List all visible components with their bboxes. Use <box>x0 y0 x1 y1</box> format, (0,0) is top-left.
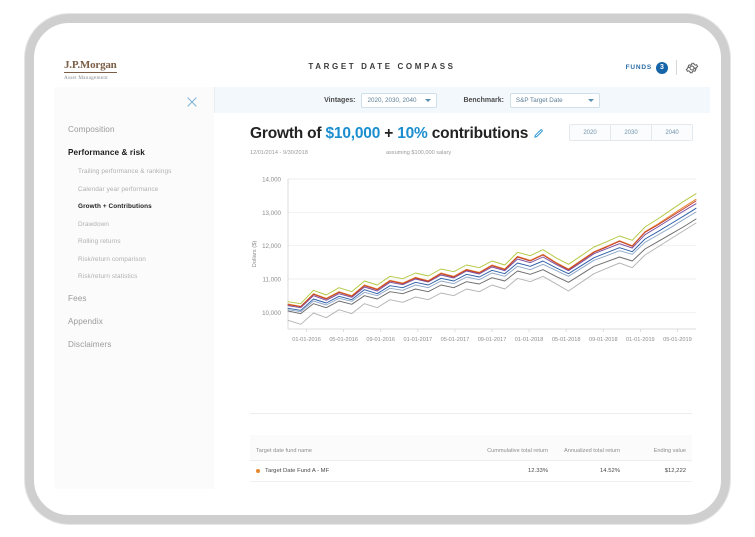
sidebar-subnav: Trailing performance & rankings Calendar… <box>78 168 206 280</box>
logo-tagline: Asset Management <box>64 74 108 81</box>
header-actions: FUNDS 3 <box>626 60 699 75</box>
fund-table: Target date fund name Cummulative total … <box>250 435 692 489</box>
column-header-fund-name: Target date fund name <box>256 448 312 454</box>
vintages-label: Vintages: <box>324 96 356 104</box>
section-divider <box>250 413 692 414</box>
table-body: Target Date Fund A - MF 12.33% 14.52% $12,2… <box>250 461 692 489</box>
table-row[interactable]: Target Date Fund A - MF 12.33% 14.52% $12,2… <box>250 461 692 482</box>
growth-chart: 10,000 11,000 12,000 13,000 14,000 Dollars ($… <box>244 171 697 343</box>
vintages-select[interactable]: 2020, 2030, 2040 <box>361 92 438 108</box>
heading-suffix: contributions <box>427 125 529 142</box>
x-axis-tick-label: 05-01-2017 <box>441 337 470 343</box>
sidebar-item-appendix[interactable]: Appendix <box>68 317 103 326</box>
x-axis-tick-label: 09-01-2016 <box>366 337 395 343</box>
chart-heading: Growth of $10,000 + 10% contributions <box>250 125 692 143</box>
benchmark-label: Benchmark: <box>463 96 504 104</box>
x-axis-tick-label: 01-01-2017 <box>404 337 433 343</box>
cell-cumulative-return: 12.33% <box>528 468 548 474</box>
x-axis-tick-label: 01-01-2016 <box>292 337 321 343</box>
tablet-frame: J.P.Morgan Asset Management TARGET DATE … <box>25 14 730 524</box>
table-header-row: Target date fund name Cummulative total … <box>250 435 692 461</box>
close-icon[interactable] <box>185 95 199 109</box>
logo-wordmark: J.P.Morgan <box>64 59 117 73</box>
vintages-filter: Vintages: 2020, 2030, 2040 <box>324 92 438 108</box>
sidebar-item-disclaimers[interactable]: Disclaimers <box>68 340 112 349</box>
salary-assumption: assuming $100,000 salary <box>385 150 452 156</box>
header-divider <box>676 60 677 75</box>
sidebar-subitem-growth-contributions[interactable]: Growth + Contributions <box>78 203 152 210</box>
x-axis-tick-label: 09-01-2018 <box>589 337 618 343</box>
vintage-year-tabs: 2020 2030 2040 <box>569 124 693 141</box>
sidebar-subitem-drawdown[interactable]: Drawdown <box>78 220 109 228</box>
chart-series-line <box>287 218 697 315</box>
sidebar-nav: Composition Performance & risk Trailing … <box>68 125 206 363</box>
app-screen: J.P.Morgan Asset Management TARGET DATE … <box>54 49 710 489</box>
table-row[interactable]: Target Date Fund B - MF15.85%13.28%$13,3… <box>250 482 692 489</box>
chart-series-line <box>287 203 697 309</box>
page-title: TARGET DATE COMPASS <box>308 62 456 71</box>
fund-name-text: Target Date Fund A - MF <box>265 468 330 474</box>
funds-label: FUNDS <box>625 64 652 71</box>
chart-series-line <box>287 207 697 311</box>
heading-amount: $10,000 <box>325 125 381 142</box>
pencil-icon[interactable] <box>533 128 544 139</box>
cell-annualized-return: 14.52% <box>600 468 620 474</box>
benchmark-value: S&P Target Date <box>515 96 563 104</box>
jpmorgan-logo: J.P.Morgan Asset Management <box>64 55 146 81</box>
x-axis-tick-label: 01-01-2018 <box>515 337 544 343</box>
main-content: Growth of $10,000 + 10% contributions 12… <box>214 113 710 489</box>
app-header: J.P.Morgan Asset Management TARGET DATE … <box>54 49 710 87</box>
title-block: Growth of $10,000 + 10% contributions 12… <box>250 125 692 156</box>
benchmark-select[interactable]: S&P Target Date <box>509 92 600 108</box>
column-header-ending-value: Ending value <box>653 448 686 454</box>
column-header-annualized-return: Annualized total return <box>564 448 620 454</box>
cell-ending-value: $12,222 <box>664 468 686 474</box>
sidebar-subitem-trailing-performance[interactable]: Trailing performance & rankings <box>78 168 172 175</box>
y-axis-tick-label: 12,000 <box>262 243 281 250</box>
x-axis-tick-label: 09-01-2017 <box>478 337 507 343</box>
heading-percent: 10% <box>397 125 428 142</box>
x-axis-tick-label: 01-01-2019 <box>626 337 655 343</box>
benchmark-filter: Benchmark: S&P Target Date <box>463 92 600 108</box>
sidebar-subitem-risk-return-comparison[interactable]: Risk/return comparison <box>78 255 146 263</box>
funds-button[interactable]: FUNDS 3 <box>625 61 668 74</box>
y-axis-tick-label: 10,000 <box>262 310 281 317</box>
subtitle-row: 12/01/2014 - 9/30/2018 assuming $100,000… <box>250 150 692 156</box>
x-axis-tick-label: 05-01-2016 <box>329 337 358 343</box>
chevron-down-icon <box>587 98 594 102</box>
chart-series-line <box>287 200 697 308</box>
chevron-down-icon <box>425 98 432 102</box>
funds-count-badge: 3 <box>656 61 668 74</box>
x-axis-tick-label: 05-01-2019 <box>663 337 692 343</box>
y-axis-title: Dollars ($) <box>252 241 258 268</box>
sidebar-subitem-calendar-year[interactable]: Calendar year performance <box>78 185 159 193</box>
sidebar-item-composition[interactable]: Composition <box>68 125 115 134</box>
chart-canvas: 10,000 11,000 12,000 13,000 14,000 Dollars ($… <box>252 177 697 343</box>
sidebar-subitem-rolling-returns[interactable]: Rolling returns <box>78 238 121 245</box>
chart-series-line <box>287 198 697 307</box>
sidebar-item-performance-risk[interactable]: Performance & risk <box>68 148 145 157</box>
x-axis-tick-label: 05-01-2018 <box>552 337 581 343</box>
heading-plus: + <box>380 125 398 142</box>
tab-2030[interactable]: 2030 <box>611 125 652 140</box>
y-axis-tick-label: 11,000 <box>263 277 282 284</box>
y-axis-tick-label: 13,000 <box>262 210 281 217</box>
chart-series-line <box>287 193 697 305</box>
sidebar-subitem-risk-return-statistics[interactable]: Risk/return statistics <box>78 273 138 280</box>
date-range: 12/01/2014 - 9/30/2018 <box>250 150 308 156</box>
filter-bar: Vintages: 2020, 2030, 2040 Benchmark: S&… <box>214 87 710 114</box>
vintages-value: 2020, 2030, 2040 <box>367 96 417 104</box>
sidebar-item-fees[interactable]: Fees <box>68 294 87 303</box>
gear-icon[interactable] <box>685 61 699 75</box>
series-color-dot <box>256 469 260 473</box>
tab-2020[interactable]: 2020 <box>570 125 611 140</box>
column-header-cumulative-return: Cummulative total return <box>487 448 548 454</box>
chart-series-line <box>287 222 697 325</box>
cell-fund-name: Target Date Fund A - MF <box>256 468 476 474</box>
sidebar: Composition Performance & risk Trailing … <box>54 87 215 489</box>
heading-prefix: Growth of <box>250 125 326 142</box>
y-axis-tick-label: 14,000 <box>262 177 281 184</box>
tab-2040[interactable]: 2040 <box>652 125 692 140</box>
chart-series-line <box>287 211 697 313</box>
